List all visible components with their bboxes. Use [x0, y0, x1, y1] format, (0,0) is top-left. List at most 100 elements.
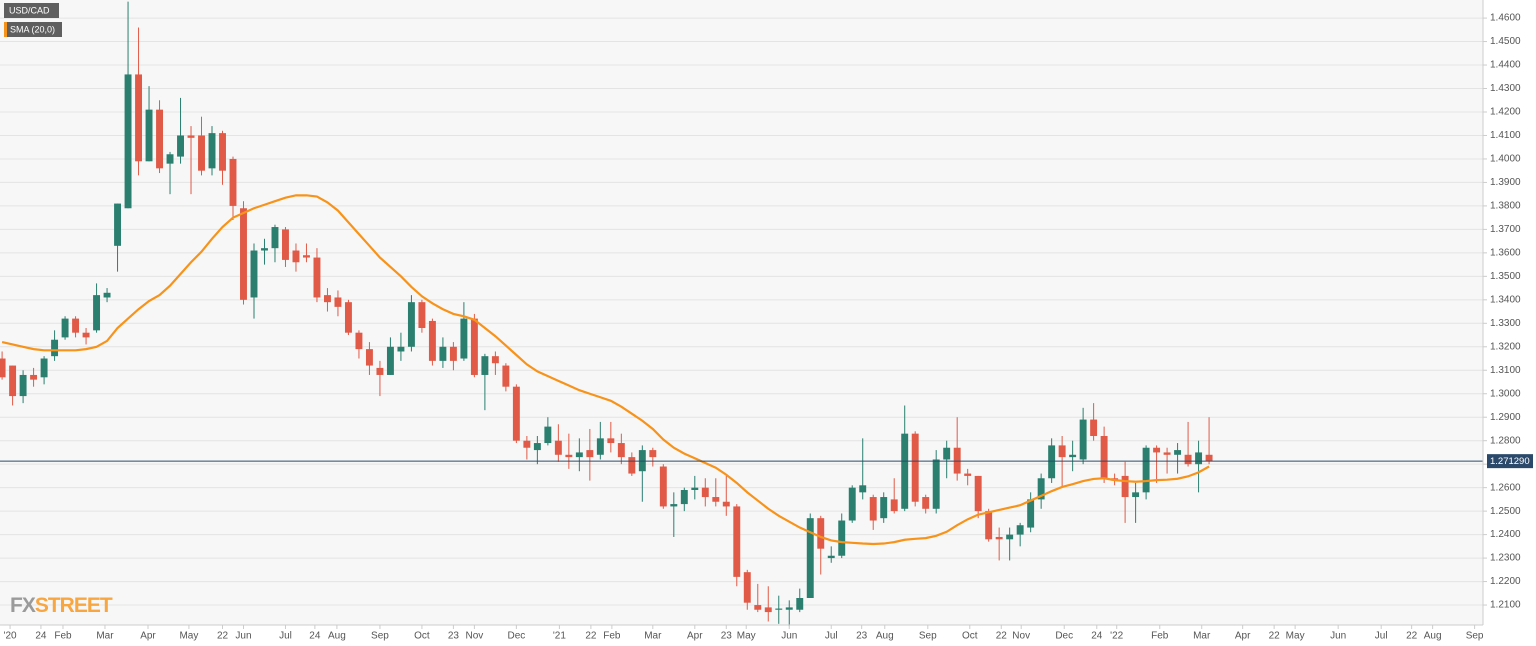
x-tick-label: Jul: [825, 631, 838, 642]
candle-body: [722, 501, 730, 507]
y-tick-label: 1.2800: [1490, 435, 1521, 446]
candle-body: [1027, 499, 1035, 528]
x-tick-label: Jun: [781, 631, 797, 642]
candle-body: [743, 572, 751, 603]
x-tick-label: Feb: [603, 631, 621, 642]
candle-body: [103, 292, 111, 298]
candle-body: [460, 318, 468, 359]
x-tick-label: 23: [721, 631, 733, 642]
y-tick-label: 1.4000: [1490, 154, 1521, 165]
marks: [0, 1, 1483, 627]
x-tick-label: Jul: [1375, 631, 1388, 642]
x-tick-label: Aug: [1424, 631, 1442, 642]
y-tick-label: 1.2400: [1490, 529, 1521, 540]
candle-body: [869, 497, 877, 521]
x-tick-label: 24: [1091, 631, 1103, 642]
x-tick-label: Oct: [962, 631, 978, 642]
x-tick-label: Oct: [414, 631, 430, 642]
candle-body: [544, 426, 552, 444]
candle-body: [733, 506, 741, 577]
x-tick-label: Mar: [96, 631, 114, 642]
x-tick-label: Sep: [1466, 631, 1484, 642]
watermark-fx: FX: [10, 594, 36, 617]
candle-body: [1184, 454, 1192, 465]
x-tick-label: 23: [448, 631, 460, 642]
candle-body: [764, 607, 772, 613]
candle-body: [617, 443, 625, 458]
candle-body: [848, 487, 856, 521]
candle-body: [386, 346, 394, 375]
candle-body: [1205, 454, 1213, 462]
candle-body: [397, 346, 405, 352]
candle-body: [365, 349, 373, 366]
y-tick-label: 1.2500: [1490, 506, 1521, 517]
candle-body: [19, 374, 27, 397]
candle-body: [512, 386, 520, 441]
candle-body: [156, 109, 163, 169]
y-tick-label: 1.4500: [1490, 36, 1521, 47]
candle-body: [974, 475, 982, 512]
x-tick-label: Nov: [1012, 631, 1030, 642]
candle-body: [177, 135, 184, 157]
candle-body: [271, 227, 279, 249]
candle-body: [355, 332, 363, 350]
candle-body: [607, 438, 615, 444]
candle-body: [428, 320, 436, 361]
candle-body: [827, 555, 835, 559]
y-tick-label: 1.3300: [1490, 318, 1521, 329]
candle-body: [261, 248, 268, 251]
y-tick-label: 1.2300: [1490, 553, 1521, 564]
x-tick-label: Dec: [1055, 631, 1073, 642]
candle-body: [943, 447, 951, 460]
candle-body: [1079, 419, 1087, 460]
candle-body: [418, 302, 426, 328]
y-tick-label: 1.3000: [1490, 388, 1521, 399]
x-tick-label: 23: [856, 631, 868, 642]
candle-body: [1174, 450, 1182, 455]
candle-body: [1163, 452, 1171, 455]
y-tick-label: 1.4100: [1490, 130, 1521, 141]
candle-body: [292, 250, 300, 263]
candle-body: [491, 356, 499, 364]
last-price-box: [1487, 454, 1533, 469]
candle-body: [407, 302, 415, 347]
candle-body: [680, 489, 688, 505]
candle-body: [30, 374, 38, 380]
x-tick-label: Aug: [328, 631, 346, 642]
plot-background: [0, 0, 1483, 625]
x-tick-label: Aug: [876, 631, 894, 642]
candle-body: [282, 229, 289, 260]
candle-body: [554, 440, 562, 455]
candle-body: [303, 255, 310, 258]
candle-body: [1048, 445, 1056, 479]
candle-body: [1100, 435, 1108, 479]
candle-body: [449, 346, 457, 361]
x-tick-label: Sep: [371, 631, 389, 642]
candle-body: [40, 358, 48, 378]
candle-body: [481, 356, 489, 375]
candle-body: [659, 466, 667, 507]
candle-body: [93, 295, 101, 331]
candle-body: [775, 608, 783, 610]
candle-body: [439, 346, 447, 361]
candle-body: [922, 497, 930, 509]
candle-body: [51, 339, 59, 357]
candle-body: [754, 605, 762, 610]
grid: [0, 17, 1483, 606]
y-tick-label: 1.2600: [1490, 482, 1521, 493]
x-tick-label: Sep: [919, 631, 937, 642]
candle-body: [208, 133, 216, 169]
x-tick-label: 22: [585, 631, 597, 642]
candle-body: [985, 511, 993, 540]
x-tick-label: May: [1286, 631, 1305, 642]
candle-body: [785, 607, 793, 610]
candle-body: [1090, 419, 1098, 436]
candle-body: [880, 497, 888, 519]
candle-body: [82, 332, 90, 338]
candle-body: [859, 485, 867, 493]
candle-body: [229, 158, 237, 206]
candle-body: [114, 203, 122, 246]
x-tick-label: Mar: [644, 631, 662, 642]
candle-body: [1069, 454, 1077, 458]
